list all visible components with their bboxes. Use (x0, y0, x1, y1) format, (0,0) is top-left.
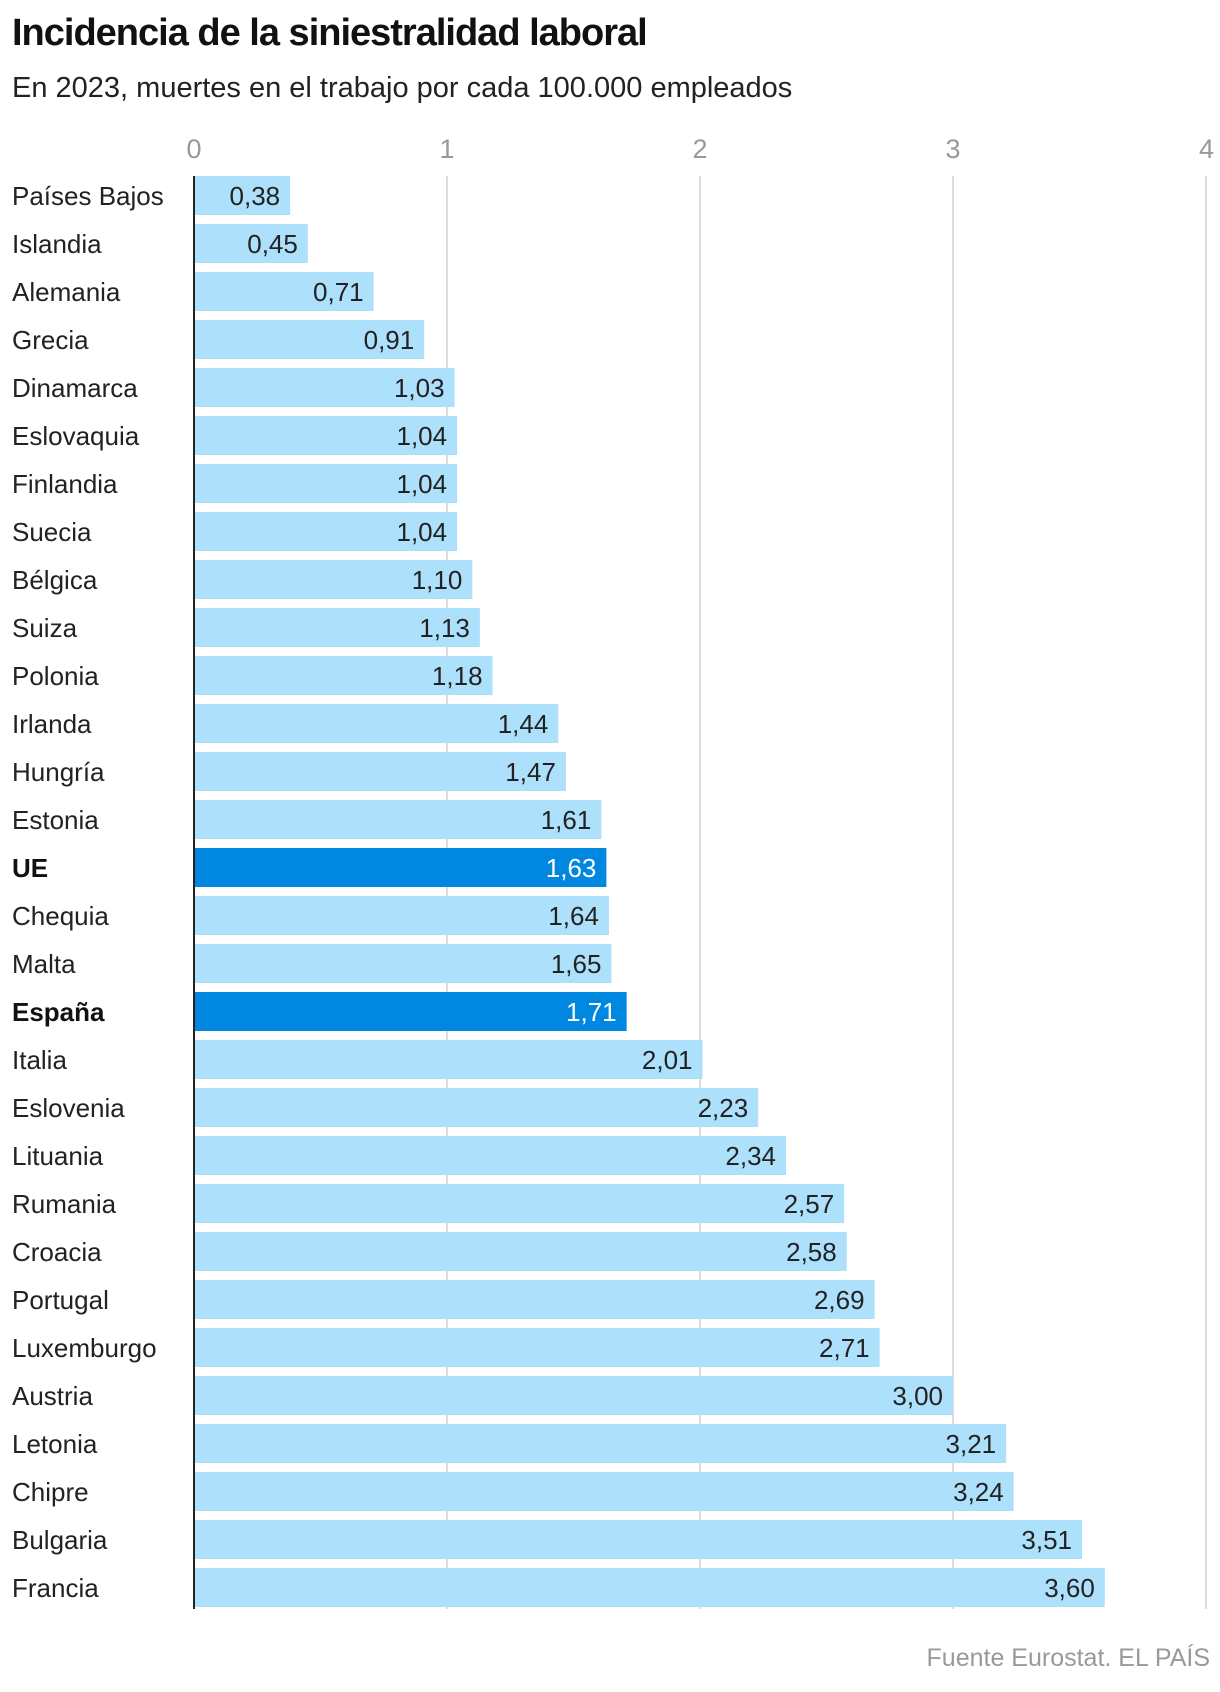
bar (194, 1568, 1105, 1607)
value-label: 3,21 (946, 1429, 997, 1459)
bar (194, 944, 612, 983)
category-label: Portugal (12, 1285, 109, 1315)
x-tick-label: 2 (692, 134, 707, 164)
category-label: Países Bajos (12, 181, 164, 211)
bar (194, 176, 291, 215)
bar (194, 320, 425, 359)
value-label: 1,71 (566, 997, 617, 1027)
bar (194, 752, 566, 791)
x-tick-label: 3 (945, 134, 960, 164)
category-label: España (12, 997, 105, 1027)
category-label: Bulgaria (12, 1525, 108, 1555)
category-label: Islandia (12, 229, 102, 259)
value-label: 0,38 (230, 181, 281, 211)
value-label: 1,64 (548, 901, 599, 931)
value-label: 2,69 (814, 1285, 865, 1315)
category-label: Alemania (12, 277, 121, 307)
category-label: UE (12, 853, 48, 883)
bar (194, 800, 602, 839)
bar (194, 1280, 875, 1319)
chart-title: Incidencia de la siniestralidad laboral (12, 12, 648, 54)
bar (194, 464, 458, 503)
value-label: 3,24 (953, 1477, 1004, 1507)
bar (194, 512, 458, 551)
category-label: Eslovenia (12, 1093, 125, 1123)
source-note: Fuente Eurostat. EL PAÍS (926, 1644, 1210, 1672)
category-label: Lituania (12, 1141, 104, 1171)
category-label: Luxemburgo (12, 1333, 157, 1363)
category-label: Dinamarca (12, 373, 138, 403)
value-label: 0,71 (313, 277, 364, 307)
x-tick-label: 4 (1199, 134, 1214, 164)
category-label: Suiza (12, 613, 78, 643)
bar (194, 272, 374, 311)
value-label: 2,58 (786, 1237, 837, 1267)
bar (194, 992, 627, 1031)
category-label: Grecia (12, 325, 89, 355)
bar (194, 704, 559, 743)
category-label: Finlandia (12, 469, 118, 499)
value-label: 1,03 (394, 373, 445, 403)
bar (194, 1424, 1007, 1463)
value-label: 2,23 (698, 1093, 749, 1123)
value-label: 2,01 (642, 1045, 693, 1075)
bar (194, 1184, 845, 1223)
bar (194, 560, 473, 599)
value-label: 1,18 (432, 661, 483, 691)
bar (194, 416, 458, 455)
category-label: Austria (12, 1381, 93, 1411)
bar (194, 1040, 703, 1079)
bar (194, 224, 308, 263)
x-tick-label: 1 (439, 134, 454, 164)
value-label: 1,10 (412, 565, 463, 595)
bar (194, 1472, 1014, 1511)
value-label: 3,00 (892, 1381, 943, 1411)
category-label: Irlanda (12, 709, 92, 739)
bar (194, 1232, 847, 1271)
value-label: 1,65 (551, 949, 602, 979)
category-label: Croacia (12, 1237, 102, 1267)
x-tick-label: 0 (186, 134, 201, 164)
value-label: 2,57 (784, 1189, 835, 1219)
bar (194, 1376, 953, 1415)
bar (194, 368, 455, 407)
category-label: Suecia (12, 517, 92, 547)
bar (194, 848, 607, 887)
category-label: Eslovaquia (12, 421, 140, 451)
bar (194, 656, 493, 695)
value-label: 1,13 (419, 613, 470, 643)
value-label: 1,04 (397, 469, 448, 499)
value-label: 3,60 (1044, 1573, 1095, 1603)
category-label: Hungría (12, 757, 105, 787)
chart-subtitle: En 2023, muertes en el trabajo por cada … (12, 72, 793, 104)
category-label: Chequia (12, 901, 109, 931)
bar (194, 608, 480, 647)
value-label: 1,44 (498, 709, 549, 739)
value-label: 0,91 (364, 325, 415, 355)
bar (194, 896, 609, 935)
category-label: Francia (12, 1573, 99, 1603)
category-label: Estonia (12, 805, 99, 835)
category-label: Letonia (12, 1429, 98, 1459)
value-label: 1,47 (505, 757, 556, 787)
value-label: 1,61 (541, 805, 592, 835)
category-label: Bélgica (12, 565, 98, 595)
bar (194, 1136, 787, 1175)
value-label: 3,51 (1021, 1525, 1072, 1555)
bar (194, 1088, 759, 1127)
value-label: 1,04 (397, 421, 448, 451)
bar (194, 1328, 880, 1367)
value-label: 1,04 (397, 517, 448, 547)
category-label: Chipre (12, 1477, 89, 1507)
value-label: 0,45 (247, 229, 298, 259)
value-label: 1,63 (546, 853, 597, 883)
category-label: Italia (12, 1045, 67, 1075)
bar (194, 1520, 1083, 1559)
value-label: 2,34 (725, 1141, 776, 1171)
category-label: Malta (12, 949, 76, 979)
value-label: 2,71 (819, 1333, 870, 1363)
category-label: Polonia (12, 661, 99, 691)
category-label: Rumania (12, 1189, 117, 1219)
